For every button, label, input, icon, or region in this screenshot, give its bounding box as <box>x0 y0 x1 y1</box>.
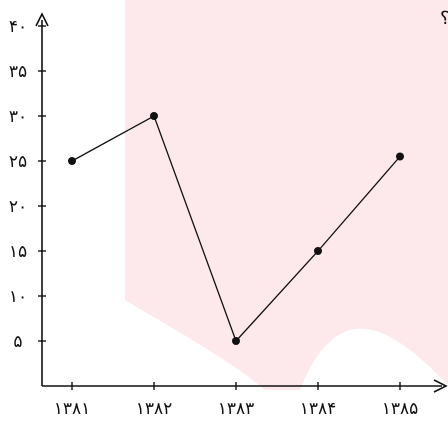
x-axis-ticks: ۱۳۸۱ ۱۳۸۲ ۱۳۸۳ ۱۳۸۴ ۱۳۸۵ <box>54 382 419 419</box>
axes <box>35 12 448 393</box>
y-tick-label: ۲۵ <box>9 152 27 172</box>
x-axis-arrow <box>433 379 448 393</box>
data-point <box>314 247 322 255</box>
y-axis-arrow <box>35 12 49 27</box>
y-tick-label: ۲۰ <box>9 197 27 217</box>
x-tick-label: ۱۳۸۴ <box>300 399 337 419</box>
background-shape <box>125 0 448 390</box>
chart-caption: افتاده است؟ <box>440 8 448 29</box>
x-tick-label: ۱۳۸۳ <box>218 399 255 419</box>
y-tick-label: ۳۵ <box>9 62 27 82</box>
y-axis-ticks: ۵ ۱۰ ۱۵ ۲۰ ۲۵ ۳۰ ۳۵ ۴۰ <box>9 17 46 352</box>
y-tick-label: ۵ <box>13 332 22 352</box>
data-point <box>150 112 158 120</box>
data-point <box>68 157 76 165</box>
data-point <box>396 152 404 161</box>
series-line <box>68 112 404 345</box>
x-tick-label: ۱۳۸۲ <box>136 399 173 419</box>
y-tick-label: ۴۰ <box>9 17 27 37</box>
x-tick-label: ۱۳۸۱ <box>54 399 91 419</box>
y-tick-label: ۱۰ <box>9 287 27 307</box>
data-point <box>232 337 240 345</box>
y-tick-label: ۳۰ <box>9 107 27 127</box>
x-tick-label: ۱۳۸۵ <box>382 399 419 419</box>
y-tick-label: ۱۵ <box>9 242 27 262</box>
